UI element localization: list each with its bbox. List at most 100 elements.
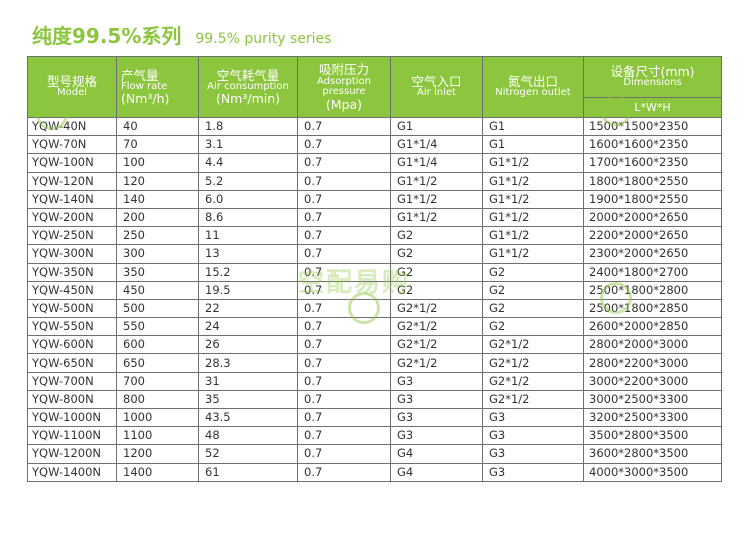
cell-dimensions: 2800*2000*3000 — [583, 335, 722, 355]
cell-nitrogen-outlet: G1 — [482, 135, 584, 155]
cell-air-inlet: G2 — [390, 244, 483, 264]
cell-flow-rate: 100 — [116, 153, 199, 173]
cell-nitrogen-outlet: G3 — [482, 426, 584, 446]
table-body: YQW-40N 40 1.8 0.7 G1 G1 1500*1500*2350 YQW-70N… — [27, 116, 722, 482]
cell-dimensions: 2200*2000*2650 — [583, 226, 722, 246]
cell-model: YQW-350N — [27, 262, 117, 282]
cell-pressure: 0.7 — [297, 262, 391, 282]
cell-nitrogen-outlet: G1*1/2 — [482, 189, 584, 209]
cell-flow-rate: 250 — [116, 226, 199, 246]
header-air-inlet: 空气入口 Air inlet — [390, 56, 483, 118]
cell-flow-rate: 1200 — [116, 444, 199, 464]
cell-flow-rate: 550 — [116, 317, 199, 337]
table-row: YQW-100N 100 4.4 0.7 G1*1/4 G1*1/2 1700*1600*2… — [27, 153, 722, 173]
cell-model: YQW-100N — [27, 153, 117, 173]
cell-flow-rate: 600 — [116, 335, 199, 355]
cell-model: YQW-200N — [27, 207, 117, 228]
cell-air-consumption: 11 — [198, 226, 298, 246]
cell-flow-rate: 1400 — [116, 462, 199, 482]
header-air-consumption: 空气耗气量 Air consumption (Nm³/min) — [198, 56, 298, 118]
cell-pressure: 0.7 — [297, 153, 391, 173]
watermark-logo-icon — [600, 94, 632, 126]
cell-pressure: 0.7 — [297, 389, 391, 410]
cell-air-consumption: 35 — [198, 389, 298, 410]
cell-model: YQW-1400N — [27, 462, 117, 482]
table-row: YQW-70N 70 3.1 0.7 G1*1/4 G1 1600*1600*2350 — [27, 135, 722, 155]
watermark-logo-icon — [348, 292, 380, 324]
cell-nitrogen-outlet: G3 — [482, 462, 584, 482]
cell-air-inlet: G2*1/2 — [390, 353, 483, 373]
cell-flow-rate: 300 — [116, 244, 199, 264]
cell-air-inlet: G4 — [390, 462, 483, 482]
cell-model: YQW-500N — [27, 298, 117, 319]
cell-air-consumption: 13 — [198, 244, 298, 264]
cell-pressure: 0.7 — [297, 462, 391, 482]
cell-air-inlet: G2 — [390, 226, 483, 246]
cell-model: YQW-140N — [27, 189, 117, 209]
cell-nitrogen-outlet: G1*1/2 — [482, 207, 584, 228]
cell-air-inlet: G2*1/2 — [390, 298, 483, 319]
cell-pressure: 0.7 — [297, 116, 391, 137]
table-row: YQW-120N 120 5.2 0.7 G1*1/2 G1*1/2 1800*1800*2… — [27, 171, 722, 191]
spec-table: 型号规格 Model 产气量 Flow rate (Nm³/h) 空气耗气量 A… — [27, 56, 722, 482]
cell-pressure: 0.7 — [297, 135, 391, 155]
cell-air-consumption: 26 — [198, 335, 298, 355]
cell-dimensions: 3500*2800*3500 — [583, 426, 722, 446]
table-row: YQW-550N 550 24 0.7 G2*1/2 G2 2600*2000*2850 — [27, 317, 722, 337]
cell-pressure: 0.7 — [297, 444, 391, 464]
cell-nitrogen-outlet: G2 — [482, 262, 584, 282]
cell-air-consumption: 52 — [198, 444, 298, 464]
cell-nitrogen-outlet: G1*1/2 — [482, 226, 584, 246]
cell-model: YQW-700N — [27, 371, 117, 391]
cell-air-consumption: 6.0 — [198, 189, 298, 209]
cell-air-inlet: G2*1/2 — [390, 335, 483, 355]
cell-nitrogen-outlet: G3 — [482, 407, 584, 428]
cell-air-inlet: G4 — [390, 444, 483, 464]
page-title: 纯度99.5%系列 99.5% purity series — [32, 20, 331, 50]
cell-pressure: 0.7 — [297, 335, 391, 355]
title-cn: 纯度99.5%系列 — [32, 24, 182, 48]
cell-dimensions: 2600*2000*2850 — [583, 317, 722, 337]
header-dimensions: 设备尺寸(mm) Dimensions — [583, 56, 722, 98]
cell-air-inlet: G3 — [390, 426, 483, 446]
cell-nitrogen-outlet: G2 — [482, 317, 584, 337]
table-row: YQW-1200N 1200 52 0.7 G4 G3 3600*2800*3500 — [27, 444, 722, 464]
cell-flow-rate: 40 — [116, 116, 199, 137]
cell-pressure: 0.7 — [297, 426, 391, 446]
cell-air-consumption: 3.1 — [198, 135, 298, 155]
cell-nitrogen-outlet: G2*1/2 — [482, 353, 584, 373]
cell-flow-rate: 800 — [116, 389, 199, 410]
table-row: YQW-600N 600 26 0.7 G2*1/2 G2*1/2 2800*2000*30… — [27, 335, 722, 355]
cell-model: YQW-550N — [27, 317, 117, 337]
cell-air-consumption: 19.5 — [198, 280, 298, 300]
cell-air-inlet: G3 — [390, 371, 483, 391]
table-row: YQW-1000N 1000 43.5 0.7 G3 G3 3200*2500*3300 — [27, 407, 722, 428]
cell-nitrogen-outlet: G1 — [482, 116, 584, 137]
cell-nitrogen-outlet: G3 — [482, 444, 584, 464]
cell-flow-rate: 1000 — [116, 407, 199, 428]
cell-dimensions: 1800*1800*2550 — [583, 171, 722, 191]
cell-air-inlet: G2 — [390, 280, 483, 300]
cell-model: YQW-650N — [27, 353, 117, 373]
table-row: YQW-650N 650 28.3 0.7 G2*1/2 G2*1/2 2800*2200*… — [27, 353, 722, 373]
table-row: YQW-1400N 1400 61 0.7 G4 G3 4000*3000*3500 — [27, 462, 722, 482]
cell-nitrogen-outlet: G1*1/2 — [482, 153, 584, 173]
cell-air-consumption: 28.3 — [198, 353, 298, 373]
cell-flow-rate: 350 — [116, 262, 199, 282]
table-row: YQW-300N 300 13 0.7 G2 G1*1/2 2300*2000*2650 — [27, 244, 722, 264]
cell-pressure: 0.7 — [297, 371, 391, 391]
table-row: YQW-140N 140 6.0 0.7 G1*1/2 G1*1/2 1900*1800*2… — [27, 189, 722, 209]
cell-air-consumption: 22 — [198, 298, 298, 319]
table-row: YQW-800N 800 35 0.7 G3 G2*1/2 3000*2500*3300 — [27, 389, 722, 410]
cell-air-consumption: 31 — [198, 371, 298, 391]
header-flow: 产气量 Flow rate (Nm³/h) — [116, 56, 199, 118]
cell-model: YQW-1200N — [27, 444, 117, 464]
cell-pressure: 0.7 — [297, 407, 391, 428]
cell-dimensions: 2400*1800*2700 — [583, 262, 722, 282]
cell-nitrogen-outlet: G2*1/2 — [482, 389, 584, 410]
cell-air-inlet: G2 — [390, 262, 483, 282]
cell-pressure: 0.7 — [297, 353, 391, 373]
cell-nitrogen-outlet: G2 — [482, 298, 584, 319]
cell-dimensions: 1700*1600*2350 — [583, 153, 722, 173]
table-row: YQW-350N 350 15.2 0.7 G2 G2 2400*1800*2700 — [27, 262, 722, 282]
